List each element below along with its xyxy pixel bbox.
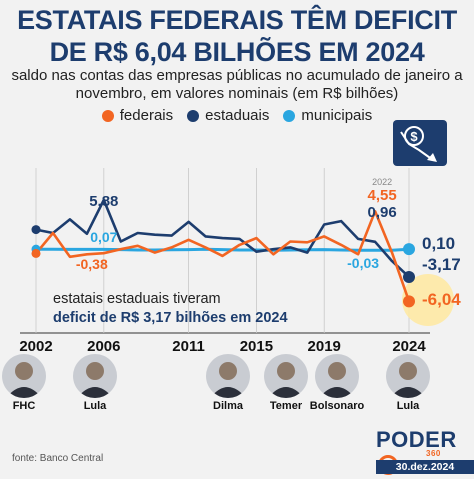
- data-label-fed-2006: -0,38: [76, 256, 108, 272]
- chart-title-line-2: DE R$ 6,04 BILHÕES EM 2024: [49, 37, 425, 67]
- chart-title-line-1: ESTATAIS FEDERAIS TÊM DEFICIT: [17, 5, 457, 35]
- legend-dot-federais: [101, 109, 114, 122]
- data-label-mun-2022: -0,03: [347, 255, 379, 271]
- president-name-1: Lula: [83, 400, 107, 412]
- chart-subtitle-line-1: saldo nas contas das empresas públicas n…: [11, 67, 463, 84]
- president-portrait-2: [206, 354, 250, 398]
- chart-subtitle-line-2: novembro, em valores nominais (em R$ bil…: [75, 85, 399, 102]
- president-portrait-0: [2, 354, 46, 398]
- president-name-3: Temer: [269, 400, 303, 412]
- publish-date: 30.dez.2024: [376, 460, 474, 474]
- x-tick-label-2024: 2024: [392, 338, 426, 355]
- president-name-5: Lula: [396, 400, 420, 412]
- series-line-federais: [35, 210, 411, 302]
- legend-dot-municipais: [283, 109, 296, 122]
- legend-item-federais: federais: [101, 107, 174, 124]
- brand-logo-subtext: 360: [426, 449, 441, 458]
- source-note: fonte: Banco Central: [12, 453, 104, 464]
- point-federais-2002: [31, 248, 41, 258]
- president-portrait-4: [315, 354, 359, 398]
- data-label-est-2022: 0,96: [367, 204, 396, 221]
- highlight-circle: [402, 274, 454, 326]
- brand-logo-text: PODER: [376, 427, 457, 452]
- legend-label-estaduais: estaduais: [205, 107, 270, 124]
- point-municipais-2024: [403, 243, 415, 256]
- president-name-0: FHC: [12, 400, 36, 412]
- data-label-mun-2006: 0,07: [90, 229, 117, 245]
- x-tick-label-2002: 2002: [19, 338, 53, 355]
- data-label-mun-2024: 0,10: [422, 234, 455, 253]
- data-label-fed-2022: 4,55: [367, 187, 396, 204]
- data-label-fed-2024: -6,04: [422, 290, 461, 309]
- president-portrait-5: [386, 354, 430, 398]
- annotation-line-1: estatais estaduais tiveram: [53, 291, 221, 307]
- point-federais-2024: [403, 295, 415, 308]
- x-tick-labels: 2002 2006 2011 2015 2019 2024: [0, 338, 474, 358]
- legend-label-municipais: municipais: [301, 107, 373, 124]
- data-label-est-2024: -3,17: [422, 255, 461, 274]
- x-tick-label-2015: 2015: [239, 338, 274, 355]
- legend-dot-estaduais: [187, 109, 200, 122]
- president-portrait-3: [264, 354, 308, 398]
- data-label-year-2022: 2022: [372, 177, 392, 187]
- point-estaduais-2024: [403, 270, 415, 283]
- legend-item-municipais: municipais: [283, 107, 372, 124]
- annotation-line-2: deficit de R$ 3,17 bilhões em 2024: [53, 310, 288, 326]
- series-line-estaduais: [35, 198, 410, 278]
- falling-money-icon: $: [393, 120, 447, 166]
- series-line-municipais: [36, 247, 410, 252]
- president-portrait-1: [73, 354, 117, 398]
- president-name-4: Bolsonaro: [309, 400, 365, 412]
- point-estaduais-2002: [31, 225, 41, 235]
- president-name-2: Dilma: [213, 400, 243, 412]
- x-tick-label-2019: 2019: [307, 338, 341, 355]
- x-tick-label-2011: 2011: [172, 338, 205, 355]
- data-label-est-2006: 5,88: [89, 193, 118, 210]
- legend-item-estaduais: estaduais: [187, 107, 269, 124]
- legend-label-federais: federais: [119, 107, 174, 124]
- svg-text:$: $: [410, 129, 418, 144]
- legend: federais estaduais municipais: [0, 107, 474, 124]
- x-tick-label-2006: 2006: [87, 338, 121, 355]
